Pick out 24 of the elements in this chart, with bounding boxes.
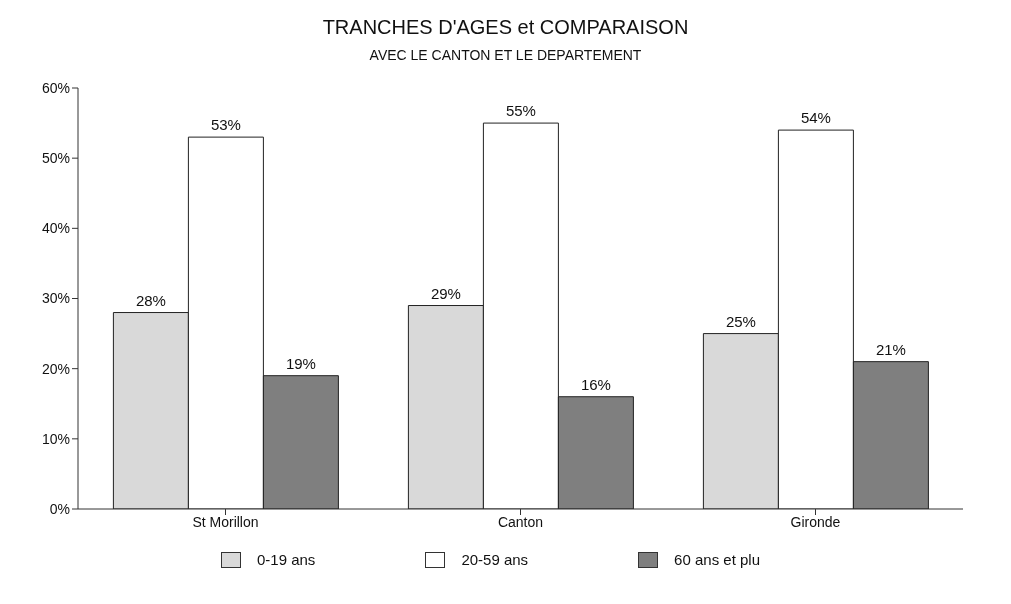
y-tick-label: 60% [41, 79, 70, 96]
data-label: 21% [875, 340, 906, 358]
data-label: 16% [580, 375, 611, 393]
y-tick-label: 50% [41, 150, 70, 167]
data-label: 28% [135, 291, 166, 309]
x-tick-label: Gironde [790, 513, 841, 530]
y-tick-label: 40% [41, 220, 70, 237]
chart-title: TRANCHES D'AGES et COMPARAISON [321, 15, 690, 39]
legend-label: 60 ans et plu [674, 551, 760, 568]
data-label: 53% [210, 116, 241, 134]
data-label: 29% [430, 284, 461, 302]
text: 20-59 ans [461, 551, 529, 568]
y-tick-label: 0% [49, 500, 70, 517]
y-tick-label: 20% [41, 360, 70, 377]
legend-label: 0-19 ans [257, 551, 316, 568]
y-tick-label: 10% [41, 430, 70, 447]
data-label: 25% [725, 312, 756, 330]
data-label: 19% [285, 354, 316, 372]
data-label: 55% [505, 102, 536, 120]
x-tick-label: Canton [497, 513, 544, 530]
x-tick-label: St Morillon [192, 513, 259, 530]
data-label: 54% [800, 109, 831, 127]
chart-subtitle: AVEC LE CANTON ET LE DEPARTEMENT [368, 46, 643, 63]
y-tick-label: 30% [41, 290, 70, 307]
